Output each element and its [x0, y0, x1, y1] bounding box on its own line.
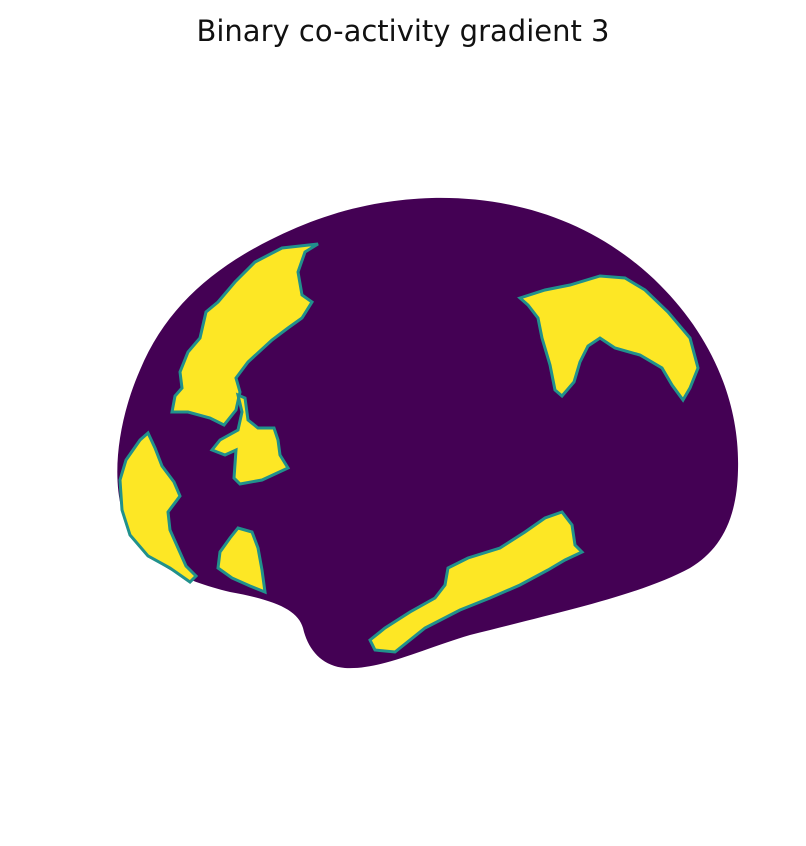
region-parietal	[517, 274, 700, 403]
region-temporal	[368, 510, 585, 654]
region-orbitofrontal	[216, 526, 267, 595]
figure-title: Binary co-activity gradient 3	[196, 14, 610, 48]
region-frontal-pole	[118, 430, 199, 584]
region-frontal-upper	[170, 242, 319, 427]
cortex-surface	[117, 197, 739, 669]
region-frontal-mid	[209, 392, 291, 486]
